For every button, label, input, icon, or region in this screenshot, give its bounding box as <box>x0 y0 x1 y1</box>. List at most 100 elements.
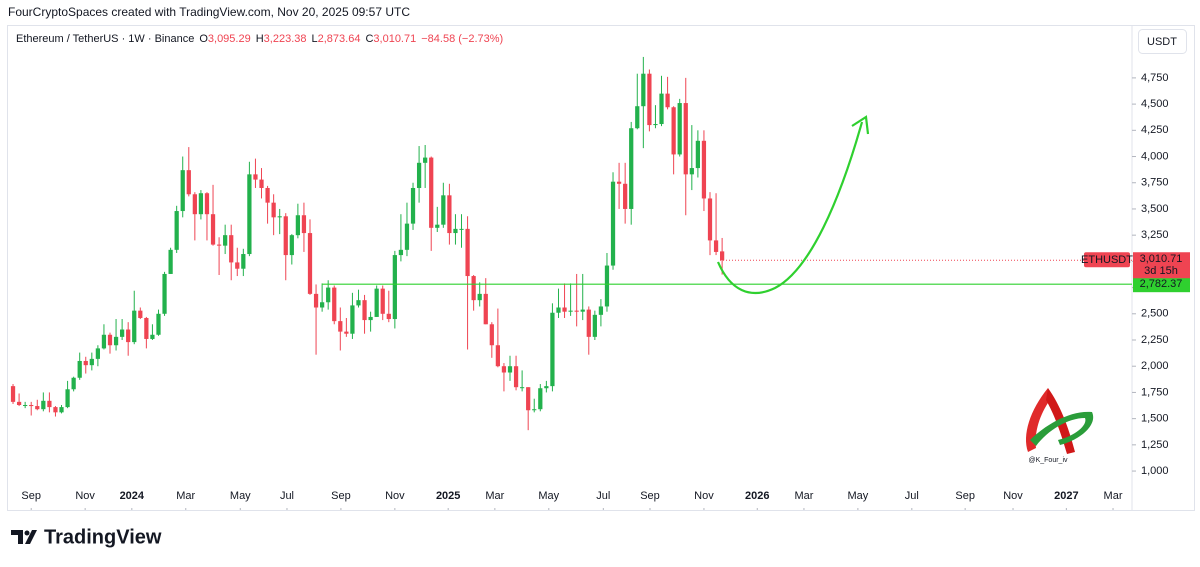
candle-body <box>471 276 476 301</box>
candle-body <box>677 103 682 155</box>
symbol-tag-badge <box>1084 252 1130 268</box>
x-tick-label: Mar <box>485 490 504 502</box>
candle-body <box>144 317 149 339</box>
candle-body <box>653 124 658 126</box>
legend-close: 3,010.71 <box>373 33 416 45</box>
y-tick-label: 4,000 <box>1141 150 1169 162</box>
x-tick-label: Nov <box>1003 490 1023 502</box>
candle-body <box>623 183 628 209</box>
candle-body <box>271 202 276 218</box>
legend-close-label: C <box>365 33 373 45</box>
candle-body <box>404 223 410 250</box>
level-label: 2,782.37 <box>1140 278 1183 290</box>
y-tick-label: 2,500 <box>1141 308 1169 320</box>
candle-body <box>477 293 482 301</box>
legend-symbol: Ethereum / TetherUS · 1W · Binance <box>16 33 194 45</box>
candle-body <box>332 287 337 322</box>
x-tick-label: 2026 <box>745 490 769 502</box>
candle-body <box>586 309 591 337</box>
candle-body <box>671 107 676 155</box>
candle-body <box>350 305 355 334</box>
legend-high-label: H <box>256 33 264 45</box>
y-tick-label: 2,250 <box>1141 334 1169 346</box>
x-tick-label: Sep <box>640 490 660 502</box>
candle-body <box>707 198 713 241</box>
candle-body <box>223 235 228 246</box>
candle-body <box>465 228 470 277</box>
candle-body <box>162 273 167 314</box>
legend-low: 2,873.64 <box>318 33 361 45</box>
candle-body <box>701 140 707 199</box>
candle-body <box>107 334 113 346</box>
candle-body <box>150 334 155 339</box>
y-tick-label: 1,500 <box>1141 413 1169 425</box>
candle-body <box>277 216 282 218</box>
candle-body <box>95 348 100 359</box>
x-tick-label: Mar <box>1104 490 1123 502</box>
candle-body <box>295 215 300 236</box>
candle-body <box>216 244 222 246</box>
candle-body <box>198 193 204 215</box>
candle-body <box>520 387 525 389</box>
candle-body <box>35 406 40 410</box>
candle-body <box>23 405 28 407</box>
candle-body <box>168 249 173 274</box>
candle-body <box>683 103 688 175</box>
candle-body <box>229 235 234 263</box>
candle-body <box>253 174 258 180</box>
x-tick-label: Sep <box>21 490 41 502</box>
legend-high: 3,223.38 <box>264 33 307 45</box>
candle-body <box>356 300 361 306</box>
legend: Ethereum / TetherUS · 1W · Binance O3,095… <box>16 33 503 45</box>
candle-body <box>338 321 343 332</box>
candle-body <box>574 310 579 312</box>
candle-body <box>289 235 294 256</box>
currency[interactable]: USDT <box>1147 36 1177 48</box>
candle-body <box>647 73 652 126</box>
legend-low-label: L <box>312 33 318 45</box>
candle-body <box>313 293 319 308</box>
candle-body <box>59 407 64 413</box>
legend-open-label: O <box>199 33 208 45</box>
x-tick-label: May <box>538 490 559 502</box>
x-tick-label: 2025 <box>436 490 460 502</box>
symbol-tag: ETHUSDT <box>1081 254 1133 266</box>
x-tick-label: Nov <box>694 490 714 502</box>
brand: TradingView <box>44 526 162 548</box>
candle-body <box>556 307 561 313</box>
candle-body <box>550 312 555 387</box>
y-tick-label: 3,250 <box>1141 229 1169 241</box>
candle-body <box>659 93 664 125</box>
x-tick-label: Sep <box>955 490 975 502</box>
candle-body <box>65 389 70 408</box>
candle-body <box>16 401 22 406</box>
candle-body <box>562 307 567 312</box>
candle-body <box>29 405 34 407</box>
candle-body <box>592 314 597 337</box>
candle-body <box>47 400 52 408</box>
candle-body <box>265 187 270 203</box>
candle-body <box>720 251 725 261</box>
candle-body <box>180 170 185 212</box>
legend-open: 3,095.29 <box>208 33 251 45</box>
currency-button[interactable] <box>1138 29 1187 54</box>
candle-body <box>113 336 119 346</box>
candle-body <box>435 224 440 228</box>
candle-body <box>380 288 385 314</box>
candle-body <box>138 310 143 318</box>
x-tick-label: May <box>847 490 868 502</box>
projection-arrow <box>716 121 864 294</box>
candle-body <box>174 211 179 250</box>
candle-body <box>320 302 325 308</box>
candle-body <box>695 140 700 169</box>
candle-body <box>629 128 634 209</box>
candle-body <box>259 179 264 188</box>
candle-body <box>307 233 313 294</box>
candle-body <box>301 215 307 234</box>
candle-body <box>374 288 379 317</box>
y-tick-label: 3,750 <box>1141 177 1169 189</box>
x-tick-label: Sep <box>331 490 351 502</box>
candle-body <box>89 358 94 366</box>
candle-body <box>247 174 252 255</box>
